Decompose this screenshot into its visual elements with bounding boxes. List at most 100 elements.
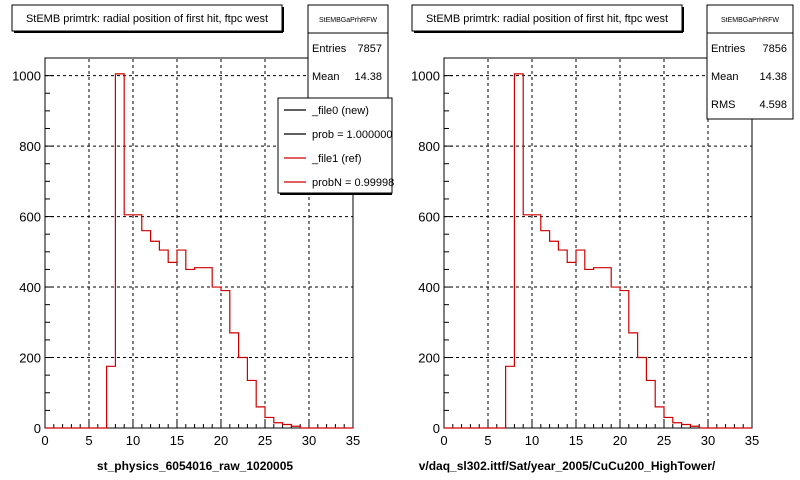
histogram-bin bbox=[585, 269, 594, 428]
histogram-bin bbox=[239, 358, 248, 428]
stats-label: RMS bbox=[711, 99, 735, 111]
title-box bbox=[11, 4, 283, 32]
histogram-bin bbox=[664, 417, 673, 428]
histogram-bin bbox=[265, 417, 274, 428]
x-tick-label: 30 bbox=[302, 433, 316, 448]
histogram-bin bbox=[221, 291, 230, 428]
histogram-series-1 bbox=[45, 73, 353, 429]
histogram-bin bbox=[247, 380, 256, 428]
x-tick-label: 15 bbox=[569, 433, 583, 448]
x-tick-label: 25 bbox=[657, 433, 671, 448]
stats-label: Entries bbox=[312, 43, 347, 55]
y-tick-label: 600 bbox=[418, 210, 440, 225]
y-tick-label: 0 bbox=[433, 421, 440, 436]
x-tick-label: 5 bbox=[484, 433, 491, 448]
x-tick-label: 35 bbox=[745, 433, 759, 448]
chart-panel-1: 0 5 10 15 20 25 30 35 0 200 400 600 800 1000 StEMB pri… bbox=[11, 4, 394, 473]
y-tick-label: 1000 bbox=[411, 69, 440, 84]
x-tick-label: 10 bbox=[126, 433, 140, 448]
histogram-bin bbox=[567, 262, 576, 428]
stats-box bbox=[307, 4, 389, 101]
x-tick-label: 0 bbox=[440, 433, 447, 448]
histogram-bin bbox=[212, 287, 221, 428]
histogram-bin bbox=[523, 215, 532, 428]
x-tick-label: 15 bbox=[170, 433, 184, 448]
stats-label: Entries bbox=[711, 43, 746, 55]
histogram-bin bbox=[655, 407, 664, 428]
histogram-bin bbox=[177, 250, 186, 428]
histogram-bin bbox=[159, 250, 168, 428]
histogram-bin bbox=[532, 215, 541, 428]
y-tick-label: 200 bbox=[19, 351, 41, 366]
histogram-bin bbox=[142, 231, 151, 428]
histogram-bin bbox=[690, 426, 699, 428]
x-tick-label: 20 bbox=[214, 433, 228, 448]
legend-label: probN = 0.99998 bbox=[312, 177, 394, 189]
x-tick-label: 0 bbox=[41, 433, 48, 448]
stats-value: 4.598 bbox=[759, 99, 787, 111]
histogram-bin bbox=[151, 241, 160, 428]
y-tick-label: 800 bbox=[418, 139, 440, 154]
histogram-bin bbox=[602, 268, 611, 428]
histogram-bin bbox=[550, 241, 559, 428]
y-tick-label: 600 bbox=[19, 210, 41, 225]
stats-label: Mean bbox=[312, 71, 340, 83]
histogram-bin bbox=[230, 333, 239, 428]
y-tick-label: 400 bbox=[418, 280, 440, 295]
legend-box bbox=[277, 97, 393, 194]
stats-box bbox=[706, 4, 794, 120]
x-tick-label: 25 bbox=[258, 433, 272, 448]
chart-title: StEMB primtrk: radial position of first … bbox=[26, 13, 268, 25]
histogram-bin bbox=[124, 215, 133, 428]
x-axis-label: st_physics_6054016_raw_1020005 bbox=[97, 459, 293, 473]
stats-title: StEMBGaPrhRFW bbox=[721, 17, 779, 24]
plot-frame bbox=[443, 57, 753, 429]
histogram-bin bbox=[541, 231, 550, 428]
histogram-bin bbox=[274, 423, 283, 428]
x-tick-label: 20 bbox=[613, 433, 627, 448]
histogram-bin bbox=[558, 250, 567, 428]
stats-value: 7857 bbox=[358, 43, 382, 55]
stats-title: StEMBGaPrhRFW bbox=[319, 17, 377, 24]
stats-value: 7856 bbox=[763, 43, 787, 55]
histogram-bin bbox=[115, 74, 124, 428]
histogram-bin bbox=[256, 407, 265, 428]
y-tick-label: 0 bbox=[34, 421, 41, 436]
legend-label: _file0 (new) bbox=[311, 105, 369, 117]
y-tick-label: 400 bbox=[19, 280, 41, 295]
x-tick-label: 35 bbox=[346, 433, 360, 448]
x-tick-label: 5 bbox=[85, 433, 92, 448]
y-tick-label: 1000 bbox=[12, 69, 41, 84]
histogram-bin bbox=[594, 268, 603, 428]
y-tick-label: 800 bbox=[19, 139, 41, 154]
histogram-bin bbox=[576, 250, 585, 428]
y-tick-label: 200 bbox=[418, 351, 440, 366]
chart-title: StEMB primtrk: radial position of first … bbox=[426, 13, 668, 25]
histogram-bin bbox=[620, 291, 629, 428]
histogram-bin bbox=[638, 358, 647, 428]
histogram-bin bbox=[195, 268, 204, 428]
histogram-bin bbox=[203, 268, 212, 428]
stats-value: 14.38 bbox=[354, 71, 382, 83]
histogram-bin bbox=[133, 215, 142, 428]
x-tick-label: 10 bbox=[525, 433, 539, 448]
stats-value: 14.38 bbox=[759, 71, 787, 83]
histogram-bin bbox=[283, 424, 292, 428]
legend-label: _file1 (ref) bbox=[311, 153, 362, 165]
x-tick-label: 30 bbox=[701, 433, 715, 448]
x-axis-label: v/daq_sl302.ittf/Sat/year_2005/CuCu200_H… bbox=[419, 459, 716, 473]
histogram-bin bbox=[646, 380, 655, 428]
histogram-bin bbox=[291, 426, 300, 428]
histogram-bin bbox=[107, 366, 116, 428]
chart-panel-2: 0 5 10 15 20 25 30 35 0 200 400 600 800 1000 StEMB pri… bbox=[411, 4, 794, 473]
histogram-series-1 bbox=[444, 73, 752, 429]
histogram-bin bbox=[186, 269, 195, 428]
histogram-bin bbox=[506, 366, 515, 428]
histogram-bin bbox=[168, 262, 177, 428]
legend-label: prob = 1.000000 bbox=[312, 129, 392, 141]
histogram-bin bbox=[682, 424, 691, 428]
histogram-bin bbox=[611, 287, 620, 428]
histogram-bin bbox=[514, 74, 523, 428]
histogram-bin bbox=[673, 423, 682, 428]
